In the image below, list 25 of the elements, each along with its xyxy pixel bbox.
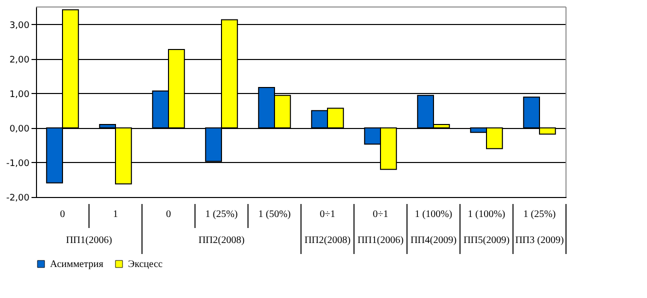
text: ПП3 (2009) <box>515 235 564 246</box>
text: ПП5(2009) <box>463 235 510 246</box>
legend-label: Эксцесс <box>128 259 164 270</box>
text: ПП1(2006) <box>66 235 112 246</box>
x-tick-label: 1 (50%) <box>258 209 291 220</box>
y-tick-label: 3,00 <box>9 20 30 31</box>
text: ПП4(2009) <box>410 235 457 246</box>
x-tick-label: 1 (25%) <box>523 209 556 220</box>
x-tick-label: 0÷1 <box>372 209 388 220</box>
x-tick-label: 0 <box>166 209 171 220</box>
x-tick-label: 1 (100%) <box>468 209 506 220</box>
text: ПП2(2008) <box>198 235 245 246</box>
x-tick-label: 0÷1 <box>320 209 336 220</box>
y-tick-label: -2,00 <box>6 194 30 204</box>
text: ПП2(2008) <box>304 235 351 246</box>
x-tick-label: 1 (100%) <box>414 209 452 220</box>
x-tick-label: 1 <box>113 209 118 220</box>
y-tick-label: 1,00 <box>9 90 30 100</box>
text: ПП1(2006) <box>357 235 404 246</box>
x-tick-label: 1 (25%) <box>205 209 238 220</box>
y-tick-label: 2,00 <box>9 55 30 66</box>
x-tick-label: 0 <box>60 209 65 220</box>
y-tick-label: -1,00 <box>6 158 30 169</box>
y-tick-label: 0,00 <box>9 124 30 134</box>
legend-label: Асимметрия <box>50 259 104 270</box>
